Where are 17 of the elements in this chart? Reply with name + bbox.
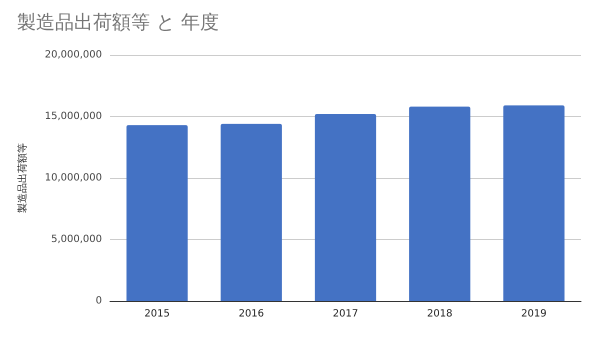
chart-title: 製造品出荷額等 と 年度 [17,12,220,34]
y-tick-label: 5,000,000 [51,234,102,245]
bar [503,105,565,301]
y-tick-label: 15,000,000 [44,111,102,122]
bar [220,124,282,301]
x-tick-label: 2016 [238,308,264,320]
bar [409,106,470,301]
x-tick-label: 2015 [144,308,170,320]
y-tick-label: 0 [96,296,102,306]
y-tick-label: 10,000,000 [44,172,102,184]
y-axis-title: 製造品出荷額等 [16,143,28,213]
x-tick-label: 2017 [332,308,358,320]
x-tick-label: 2018 [426,308,452,320]
bar [126,125,188,301]
bar [314,114,376,301]
y-tick-label: 20,000,000 [44,50,102,60]
x-tick-label: 2019 [521,308,547,320]
